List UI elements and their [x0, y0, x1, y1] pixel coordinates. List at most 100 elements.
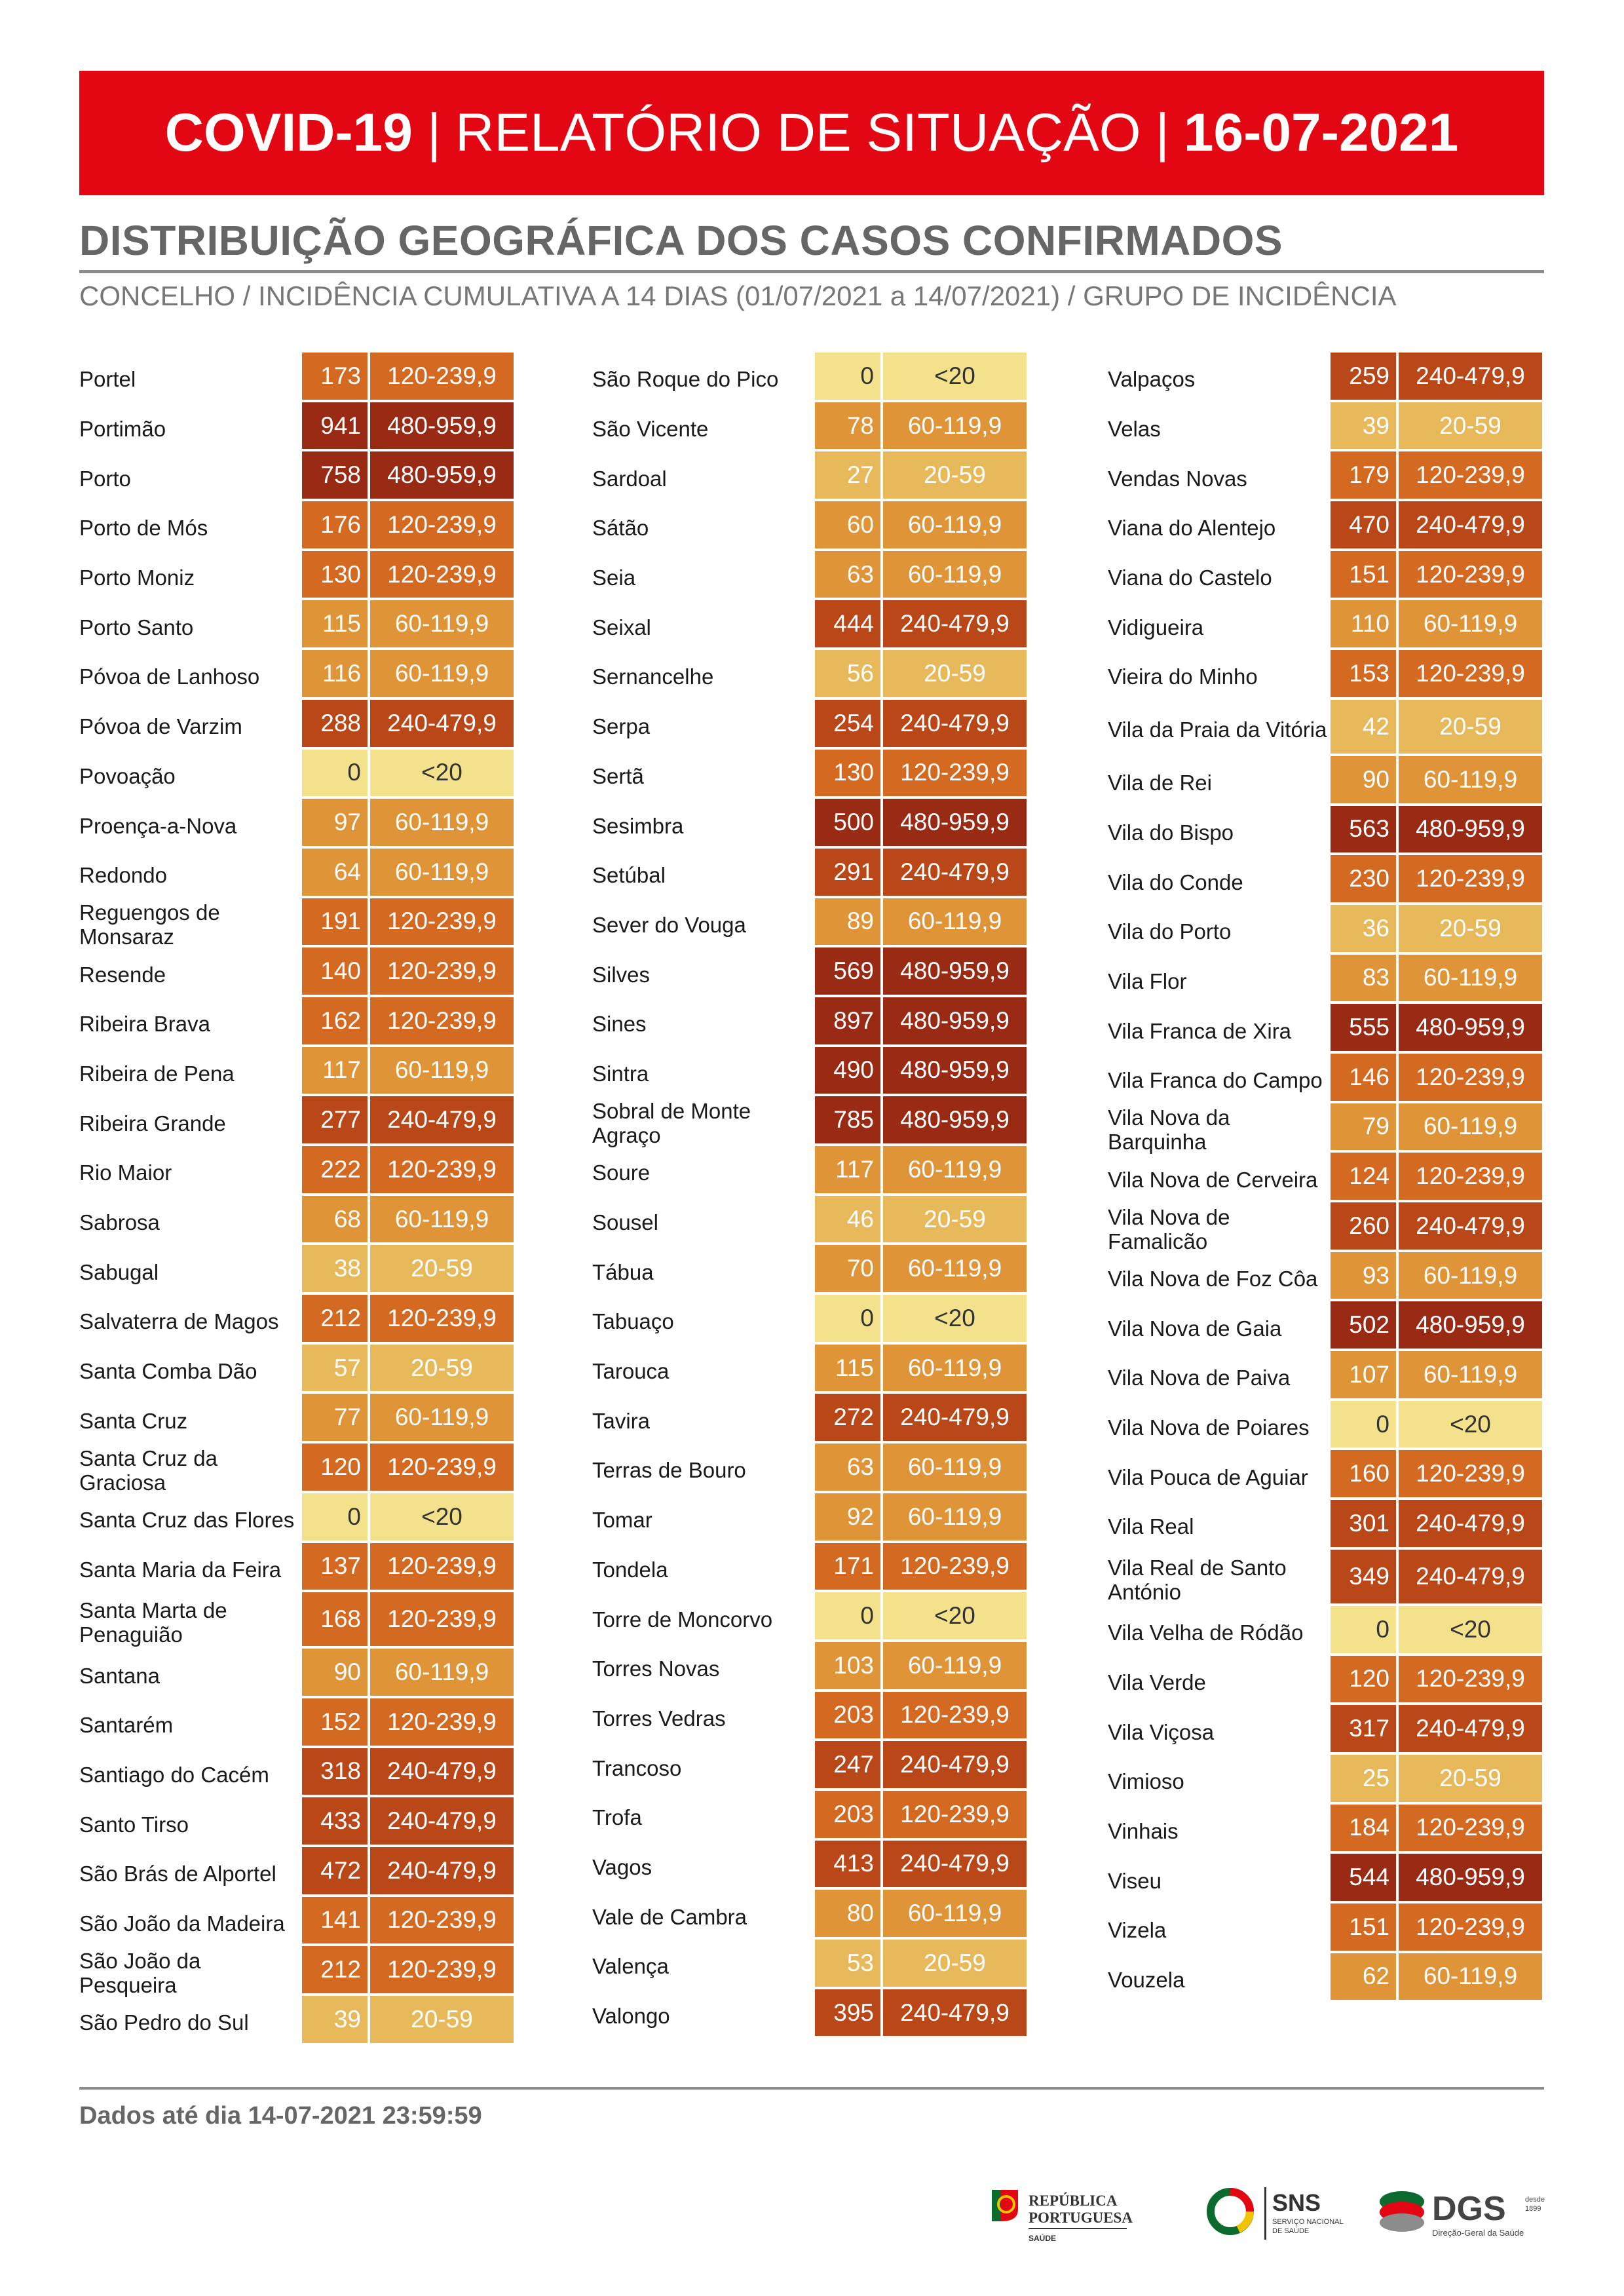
incidence-value: 318 — [302, 1748, 368, 1795]
incidence-value: 117 — [815, 1146, 880, 1193]
municipality-row: Vila do Porto 36 20-59 — [1108, 904, 1606, 955]
municipality-name-text: Viseu — [1108, 1868, 1161, 1893]
incidence-group: 480-959,9 — [370, 451, 514, 499]
municipality-name-text: Ribeira Brava — [79, 1012, 210, 1037]
incidence-value: 444 — [815, 600, 880, 648]
municipality-name-text: Vila Verde — [1108, 1670, 1206, 1694]
municipality-name: São João da Madeira — [79, 1897, 302, 1947]
incidence-value: 0 — [1331, 1605, 1396, 1653]
incidence-value: 90 — [1331, 756, 1396, 803]
municipality-name: Resende — [79, 947, 302, 997]
incidence-group: 240-479,9 — [883, 1840, 1027, 1888]
municipality-row: Sardoal 27 20-59 — [592, 451, 1090, 501]
municipality-name: Santa Cruz — [79, 1394, 302, 1444]
municipality-row: Salvaterra de Magos 212 120-239,9 — [79, 1295, 577, 1345]
municipality-name: Viana do Alentejo — [1108, 501, 1331, 551]
incidence-group: 60-119,9 — [370, 1195, 514, 1243]
incidence-value: 0 — [815, 353, 880, 400]
incidence-group: <20 — [1399, 1605, 1542, 1653]
incidence-value: 502 — [1331, 1301, 1396, 1349]
incidence-group: 240-479,9 — [883, 848, 1027, 896]
incidence-value: 130 — [815, 749, 880, 797]
incidence-value: 120 — [302, 1444, 368, 1491]
municipality-row: Redondo 64 60-119,9 — [79, 848, 577, 898]
municipality-name: Sobral de Monte Agraço — [592, 1096, 815, 1147]
incidence-value: 176 — [302, 501, 368, 548]
incidence-value: 500 — [815, 799, 880, 846]
municipality-name-text: Sever do Vouga — [592, 912, 746, 937]
incidence-group: 240-479,9 — [1399, 1202, 1542, 1250]
incidence-group: 480-959,9 — [883, 1046, 1027, 1094]
municipality-row: Vila Nova de Gaia 502 480-959,9 — [1108, 1301, 1606, 1351]
incidence-group: 240-479,9 — [1399, 501, 1542, 548]
municipality-name: Vila Verde — [1108, 1656, 1331, 1706]
incidence-group: 60-119,9 — [1399, 756, 1542, 803]
incidence-value: 472 — [302, 1846, 368, 1894]
municipality-column-2: São Roque do Pico 0 <20 São Vicente 78 60-119… — [592, 353, 1090, 2038]
municipality-row: Valongo 395 240-479,9 — [592, 1989, 1090, 2039]
municipality-row: Vila Real de Santo António 349 240-479,9 — [1108, 1549, 1606, 1606]
municipality-row: Povoação 0 <20 — [79, 749, 577, 799]
incidence-value: 272 — [815, 1394, 880, 1442]
section-subtitle: CONCELHO / INCIDÊNCIA CUMULATIVA A 14 DI… — [79, 280, 1397, 311]
incidence-group: 480-959,9 — [883, 947, 1027, 995]
incidence-value: 38 — [302, 1245, 368, 1293]
incidence-value: 115 — [302, 600, 368, 648]
incidence-value: 758 — [302, 451, 368, 499]
incidence-group: 240-479,9 — [883, 1741, 1027, 1788]
incidence-value: 97 — [302, 799, 368, 846]
municipality-name: Vila do Porto — [1108, 905, 1331, 955]
municipality-name: Porto Moniz — [79, 551, 302, 601]
municipality-name: Tabuaço — [592, 1295, 815, 1345]
incidence-group: 480-959,9 — [1399, 1854, 1542, 1901]
incidence-value: 160 — [1331, 1450, 1396, 1498]
incidence-value: 184 — [1331, 1804, 1396, 1852]
report-banner: COVID-19 | RELATÓRIO DE SITUAÇÃO | 16-07-202… — [79, 71, 1544, 195]
incidence-group: 120-239,9 — [1399, 1153, 1542, 1200]
municipality-row: Vendas Novas 179 120-239,9 — [1108, 451, 1606, 501]
incidence-group: 60-119,9 — [370, 1046, 514, 1094]
municipality-name-text: Sátão — [592, 516, 649, 541]
municipality-name: Torre de Moncorvo — [592, 1592, 815, 1642]
incidence-value: 0 — [815, 1592, 880, 1639]
municipality-row: Santa Maria da Feira 137 120-239,9 — [79, 1542, 577, 1593]
municipality-row: Vizela 151 120-239,9 — [1108, 1903, 1606, 1953]
incidence-group: 60-119,9 — [883, 1245, 1027, 1293]
municipality-name-text: Vila do Porto — [1108, 919, 1232, 944]
municipality-name-text: Sabugal — [79, 1259, 159, 1284]
municipality-row: Porto 758 480-959,9 — [79, 451, 577, 501]
incidence-group: 480-959,9 — [1399, 805, 1542, 853]
incidence-value: 152 — [302, 1698, 368, 1746]
incidence-group: 60-119,9 — [883, 1890, 1027, 1937]
municipality-name-text: Vila Franca do Campo — [1108, 1068, 1323, 1093]
municipality-name-text: Vila Nova da Barquinha — [1108, 1105, 1230, 1155]
municipality-name: Póvoa de Lanhoso — [79, 650, 302, 700]
incidence-value: 563 — [1331, 805, 1396, 853]
municipality-name: Torres Vedras — [592, 1692, 815, 1742]
incidence-value: 93 — [1331, 1252, 1396, 1299]
municipality-row: Ribeira Grande 277 240-479,9 — [79, 1096, 577, 1146]
incidence-group: 60-119,9 — [1399, 1252, 1542, 1299]
report-title: COVID-19 | RELATÓRIO DE SITUAÇÃO | 16-07-202… — [165, 102, 1459, 164]
incidence-value: 53 — [815, 1940, 880, 1987]
municipality-row: Porto de Mós 176 120-239,9 — [79, 501, 577, 551]
incidence-group: 20-59 — [1399, 1754, 1542, 1802]
municipality-row: Valença 53 20-59 — [592, 1940, 1090, 1989]
municipality-row: Vila Pouca de Aguiar 160 120-239,9 — [1108, 1450, 1606, 1500]
municipality-name-text: Viana do Alentejo — [1108, 516, 1276, 541]
incidence-group: 20-59 — [370, 1245, 514, 1293]
municipality-name: Santa Marta de Penaguião — [79, 1592, 302, 1649]
municipality-row: Resende 140 120-239,9 — [79, 947, 577, 997]
incidence-group: 240-479,9 — [883, 1394, 1027, 1442]
incidence-value: 247 — [815, 1741, 880, 1788]
municipality-row: Setúbal 291 240-479,9 — [592, 848, 1090, 898]
incidence-value: 897 — [815, 997, 880, 1044]
municipality-row: Sever do Vouga 89 60-119,9 — [592, 898, 1090, 948]
municipality-name: Vidigueira — [1108, 600, 1331, 650]
municipality-row: São Roque do Pico 0 <20 — [592, 353, 1090, 402]
municipality-row: Vouzela 62 60-119,9 — [1108, 1953, 1606, 2003]
incidence-group: <20 — [883, 353, 1027, 400]
incidence-group: 120-239,9 — [370, 1946, 514, 1993]
incidence-group: 120-239,9 — [370, 997, 514, 1044]
municipality-name: Vila Nova da Barquinha — [1108, 1103, 1331, 1155]
